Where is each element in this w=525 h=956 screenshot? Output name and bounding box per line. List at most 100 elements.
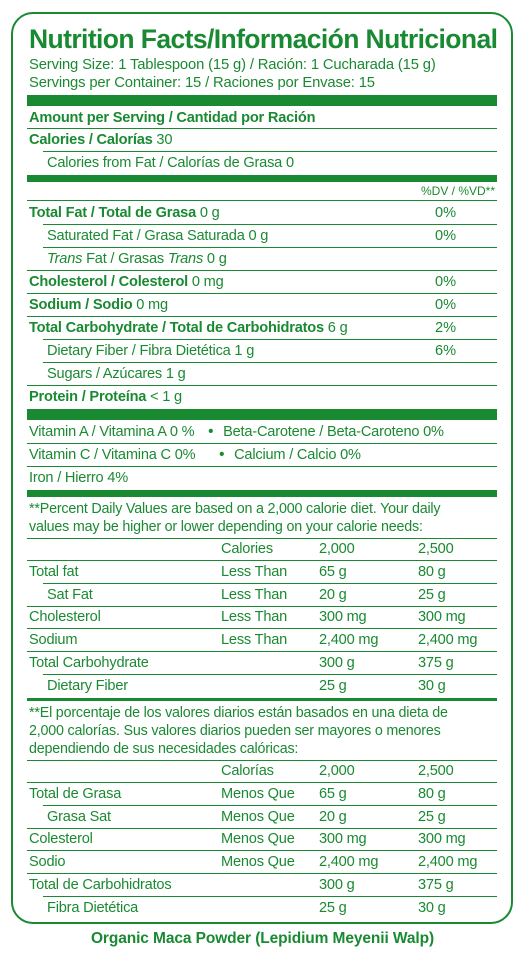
divider bbox=[27, 128, 497, 129]
footnote_es-table-cell: 25 g bbox=[319, 899, 347, 916]
footnote_es-table-cell: 300 mg bbox=[319, 831, 367, 848]
vitamin-a: Vitamin A / Vitamina A 0 % bbox=[29, 424, 195, 440]
footnote_en-table-cell: 300 mg bbox=[418, 609, 466, 626]
footnote_es-table-cell: Sodio bbox=[29, 854, 66, 871]
divider bbox=[43, 339, 497, 340]
carbohydrate-row: Total Carbohydrate / Total de Carbohidra… bbox=[29, 320, 497, 336]
vitamin-c-row: Vitamin C / Vitamina C 0% • Calcium / Ca… bbox=[29, 447, 497, 463]
sat-fat-dv: 0% bbox=[435, 228, 457, 244]
divider bbox=[43, 804, 497, 806]
divider bbox=[27, 385, 497, 386]
divider bbox=[27, 538, 497, 539]
footnote-es-line2: 2,000 calorías. Sus valores diarios pued… bbox=[29, 723, 441, 739]
footnote_en-table-cell: 65 g bbox=[319, 563, 347, 580]
trans-fat-amount: 0 g bbox=[203, 251, 227, 267]
footnote_es-table-cell: 2,400 mg bbox=[418, 854, 478, 871]
footnote_es-table-cell: 2,400 mg bbox=[319, 854, 379, 871]
footnote_es-header-cell: 2,000 bbox=[319, 763, 355, 779]
product-name: Organic Maca Powder (Lepidium Meyenii Wa… bbox=[90, 930, 435, 947]
trans-word-es: Trans bbox=[167, 251, 204, 267]
calories-row: Calories / Calorías 30 bbox=[29, 132, 497, 148]
total-fat-dv: 0% bbox=[435, 205, 457, 221]
footnote_en-header-cell: Calories bbox=[221, 541, 273, 557]
footnote_es-table-cell: 375 g bbox=[418, 877, 454, 893]
footnote_en-table-cell: 80 g bbox=[418, 563, 446, 580]
footnote_es-table-cell: Total de Carbohidratos bbox=[29, 877, 172, 893]
carbohydrate-dv: 2% bbox=[435, 320, 457, 336]
cholesterol-row: Cholesterol / Colesterol 0 mg bbox=[29, 274, 497, 290]
footnote-es-line1: **El porcentaje de los valores diarios e… bbox=[29, 705, 448, 721]
sodium-dv: 0% bbox=[435, 297, 457, 313]
nutrition-facts-panel: Nutrition Facts/Información Nutricional … bbox=[11, 12, 513, 924]
footnote_en-table-cell: 300 g bbox=[319, 655, 355, 671]
footnote_en-table-cell: 25 g bbox=[418, 586, 446, 603]
sugars-label: Sugars / Azúcares 1 g bbox=[47, 366, 186, 382]
divider bbox=[27, 560, 497, 561]
servings-per-container: Servings per Container: 15 / Raciones po… bbox=[29, 75, 375, 91]
footnote_es-header-cell: Calorías bbox=[221, 763, 274, 779]
divider bbox=[27, 760, 497, 761]
divider bbox=[27, 316, 497, 317]
footnote_es-table-cell: Fibra Dietética bbox=[47, 899, 139, 916]
footnote_es-table-cell: Colesterol bbox=[29, 831, 93, 848]
footnote_en-table-cell: 300 mg bbox=[319, 609, 367, 626]
fiber-dv: 6% bbox=[435, 343, 457, 359]
footnote_en-table-cell: 2,400 mg bbox=[319, 632, 379, 649]
footnote_en-table-cell: 375 g bbox=[418, 655, 454, 671]
footnote_es-table-cell: 30 g bbox=[418, 899, 446, 916]
divider bbox=[43, 582, 497, 584]
divider bbox=[27, 782, 497, 783]
iron: Iron / Hierro 4% bbox=[29, 470, 128, 486]
thick-divider-top bbox=[27, 95, 497, 106]
footnote-en-line2: values may be higher or lower depending … bbox=[29, 519, 423, 535]
fiber-label: Dietary Fiber / Fibra Dietética 1 g bbox=[47, 343, 255, 359]
divider bbox=[27, 293, 497, 294]
calories-from-fat: Calories from Fat / Calorías de Grasa 0 bbox=[47, 155, 294, 171]
divider bbox=[43, 151, 497, 152]
footnote_en-table-cell: Less Than bbox=[221, 586, 288, 603]
divider bbox=[27, 443, 497, 444]
footnote_en-table-cell: 20 g bbox=[319, 586, 347, 603]
sodium-label: Sodium / Sodio bbox=[29, 297, 133, 313]
footnote_en-table-cell: Sat Fat bbox=[47, 586, 93, 603]
cholesterol-amount: 0 mg bbox=[191, 274, 224, 290]
calories-label: Calories / Calorías bbox=[29, 132, 153, 148]
footnote_es-table-cell: Menos Que bbox=[221, 831, 295, 848]
thick-divider-vitamins bbox=[27, 409, 497, 420]
sodium-row: Sodium / Sodio 0 mg bbox=[29, 297, 497, 313]
footnote-en-line1: **Percent Daily Values are based on a 2,… bbox=[29, 501, 441, 517]
divider bbox=[27, 628, 497, 630]
cholesterol-dv: 0% bbox=[435, 274, 457, 290]
footnote_en-table-cell: Less Than bbox=[221, 632, 288, 649]
trans-fat-row: Trans Fat / Grasas Trans 0 g bbox=[47, 251, 497, 267]
cholesterol-label: Cholesterol / Colesterol bbox=[29, 274, 189, 290]
protein-label: Protein / Proteína bbox=[29, 389, 147, 405]
amount-per-serving: Amount per Serving / Cantidad por Ración bbox=[29, 110, 316, 126]
total-fat-amount: 0 g bbox=[199, 205, 220, 221]
footnote_es-table-cell: 20 g bbox=[319, 808, 347, 825]
total-fat-row: Total Fat / Total de Grasa 0 g bbox=[29, 205, 497, 221]
divider bbox=[27, 270, 497, 271]
footnote_en-table-cell: 2,400 mg bbox=[418, 632, 478, 649]
footnote_es-table-cell: 300 mg bbox=[418, 831, 466, 848]
divider bbox=[43, 896, 497, 897]
thick-divider-es bbox=[27, 698, 497, 701]
divider bbox=[27, 605, 497, 607]
footnote_es-table-cell: 80 g bbox=[418, 785, 446, 802]
divider bbox=[27, 850, 497, 852]
footnote_en-table-cell: Dietary Fiber bbox=[47, 677, 128, 694]
protein-row: Protein / Proteína < 1 g bbox=[29, 389, 497, 405]
calories-value: 30 bbox=[156, 132, 173, 148]
footnote_en-table-cell: 25 g bbox=[319, 677, 347, 694]
bullet-icon: • bbox=[219, 447, 225, 463]
dv-header: %DV / %VD** bbox=[421, 184, 496, 198]
footnote_es-table-cell: 65 g bbox=[319, 785, 347, 802]
footnote_en-header-cell: 2,500 bbox=[418, 541, 454, 557]
vitamin-c: Vitamin C / Vitamina C 0% bbox=[29, 447, 196, 463]
carbohydrate-label: Total Carbohydrate / Total de Carbohidra… bbox=[29, 320, 324, 336]
sat-fat-label: Saturated Fat / Grasa Saturada 0 g bbox=[47, 228, 269, 244]
serving-size: Serving Size: 1 Tablespoon (15 g) / Raci… bbox=[29, 57, 436, 73]
divider bbox=[27, 466, 497, 467]
divider bbox=[43, 247, 497, 248]
footnote_en-header-cell: 2,000 bbox=[319, 541, 355, 557]
